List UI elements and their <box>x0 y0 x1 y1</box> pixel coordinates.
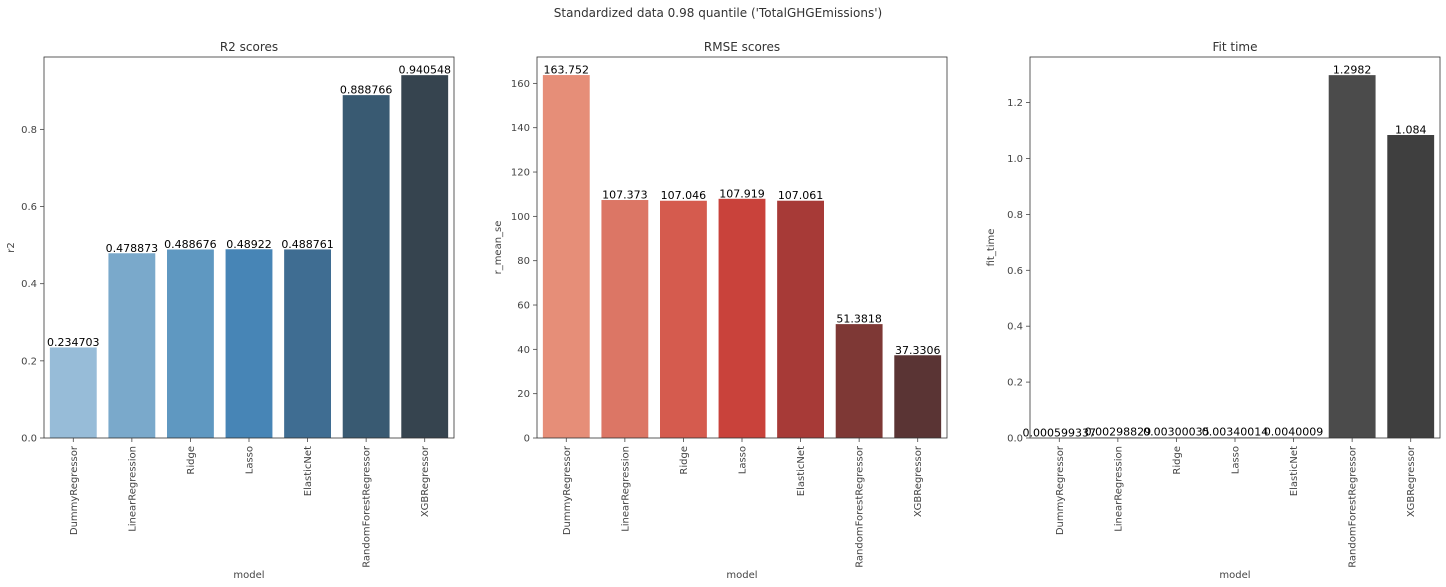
figure-suptitle: Standardized data 0.98 quantile ('TotalG… <box>554 6 882 20</box>
rmse-title: RMSE scores <box>704 40 780 54</box>
r2-bar <box>225 249 273 438</box>
fit-time-bar <box>1094 437 1142 438</box>
fit-time-title: Fit time <box>1213 40 1258 54</box>
fit-time-data-label: 1.2982 <box>1333 64 1372 77</box>
rmse-xtick-label: LinearRegression <box>620 446 631 532</box>
fit-time-ytick-label: 1.0 <box>1007 154 1023 165</box>
rmse-data-label: 107.919 <box>719 187 765 200</box>
r2-data-label: 0.478873 <box>106 242 159 255</box>
r2-data-label: 0.940548 <box>398 64 451 77</box>
fit-time-ytick-label: 0.4 <box>1007 322 1023 333</box>
fit-time-xtick-label: Lasso <box>1231 446 1242 474</box>
rmse-bar <box>601 200 649 438</box>
fit-time-data-label: 0.0040009 <box>1264 425 1324 438</box>
rmse-ytick-label: 20 <box>517 389 530 400</box>
r2-bar <box>401 75 449 439</box>
r2-ylabel: r2 <box>6 242 17 252</box>
rmse-xtick-label: Ridge <box>679 446 690 475</box>
fit-time-xtick-label: RandomForestRegressor <box>1348 445 1359 568</box>
rmse-ytick-label: 160 <box>511 79 530 90</box>
fit-time-bar <box>1153 437 1200 438</box>
r2-ytick-label: 0.6 <box>21 202 37 213</box>
fit-time-ylabel: fit_time <box>986 229 997 267</box>
fit-time-data-label: 0.00298829 <box>1085 426 1151 439</box>
fit-time-xtick-label: Ridge <box>1172 446 1183 475</box>
r2-bar <box>284 249 331 438</box>
r2-ytick-label: 0.8 <box>21 125 37 136</box>
rmse-bar <box>660 200 707 438</box>
r2-bar <box>49 347 97 438</box>
rmse-ytick-label: 100 <box>511 212 530 223</box>
fit-time-xtick-label: XGBRegressor <box>1406 445 1417 517</box>
r2-data-label: 0.48922 <box>226 238 272 251</box>
r2-xtick-label: Lasso <box>245 446 256 474</box>
r2-xtick-label: ElasticNet <box>303 446 314 496</box>
rmse-data-label: 51.3818 <box>836 313 882 326</box>
r2-data-label: 0.234703 <box>47 336 100 349</box>
rmse-data-label: 37.3306 <box>895 344 941 357</box>
rmse-ytick-label: 120 <box>511 168 530 179</box>
rmse-ytick-label: 80 <box>517 256 530 267</box>
rmse-xtick-label: RandomForestRegressor <box>855 445 866 568</box>
fit-time-ytick-label: 0.6 <box>1007 266 1023 277</box>
r2-scores-subplot: R2 scores 0.234703 0.478873 0.488676 0.48922… <box>6 40 455 581</box>
fit-time-bar <box>1270 436 1317 438</box>
fit-time-data-label: 0.00300035 <box>1143 426 1209 439</box>
rmse-bar <box>894 355 942 438</box>
fit-time-xtick-label: ElasticNet <box>1289 446 1300 496</box>
fit-time-bar <box>1387 135 1435 438</box>
rmse-xtick-label: Lasso <box>738 446 749 474</box>
fit-time-xtick-label: DummyRegressor <box>1055 445 1066 535</box>
rmse-ytick-label: 0 <box>524 434 530 445</box>
fit-time-xlabel: model <box>1219 570 1250 581</box>
rmse-bar <box>718 198 766 438</box>
rmse-data-label: 107.373 <box>602 189 648 202</box>
r2-data-label: 0.488676 <box>164 238 217 251</box>
r2-xtick-label: XGBRegressor <box>420 445 431 517</box>
r2-bar <box>108 253 156 438</box>
rmse-bar <box>777 200 824 438</box>
fit-time-data-label: 1.084 <box>1395 124 1427 137</box>
rmse-xtick-label: XGBRegressor <box>913 445 924 517</box>
r2-bar <box>342 95 390 438</box>
rmse-data-label: 107.061 <box>778 189 824 202</box>
r2-xtick-label: DummyRegressor <box>69 445 80 535</box>
fit-time-bar <box>1211 437 1259 438</box>
r2-ytick-label: 0.0 <box>21 434 37 445</box>
rmse-ytick-label: 140 <box>511 123 530 134</box>
r2-title: R2 scores <box>220 40 278 54</box>
fit-time-ytick-label: 1.2 <box>1007 98 1023 109</box>
rmse-scores-subplot: RMSE scores 163.752 107.373 107.046 107.919 1… <box>493 40 948 581</box>
r2-ytick-label: 0.4 <box>21 279 37 290</box>
fit-time-ytick-label: 0.0 <box>1007 434 1023 445</box>
rmse-ytick-label: 40 <box>517 345 530 356</box>
r2-data-label: 0.888766 <box>340 84 393 97</box>
rmse-ytick-label: 60 <box>517 301 530 312</box>
rmse-data-label: 107.046 <box>661 189 707 202</box>
rmse-ylabel: r_mean_se <box>493 221 504 275</box>
r2-xlabel: model <box>233 570 264 581</box>
r2-ytick-label: 0.2 <box>21 356 37 367</box>
rmse-data-label: 163.752 <box>544 64 590 77</box>
rmse-xtick-label: ElasticNet <box>796 446 807 496</box>
r2-xtick-label: LinearRegression <box>127 446 138 532</box>
r2-data-label: 0.488761 <box>281 238 334 251</box>
r2-bar <box>167 249 214 438</box>
fit-time-axes-frame <box>1029 56 1441 439</box>
r2-xtick-label: RandomForestRegressor <box>362 445 373 568</box>
fit-time-data-label: 0.00340014 <box>1202 426 1268 439</box>
rmse-xlabel: model <box>726 570 757 581</box>
fit-time-ytick-label: 0.2 <box>1007 378 1023 389</box>
rmse-xtick-label: DummyRegressor <box>562 445 573 535</box>
fit-time-xtick-label: LinearRegression <box>1113 446 1124 532</box>
fit-time-ytick-label: 0.8 <box>1007 210 1023 221</box>
fit-time-data-label: 0.000599337 <box>1023 426 1096 439</box>
r2-xtick-label: Ridge <box>186 446 197 475</box>
fit-time-bar <box>1328 75 1376 438</box>
fit-time-subplot: Fit time0.0005993370.002988290.003000350… <box>986 40 1441 581</box>
rmse-bar <box>835 324 883 438</box>
rmse-bar <box>542 75 590 438</box>
